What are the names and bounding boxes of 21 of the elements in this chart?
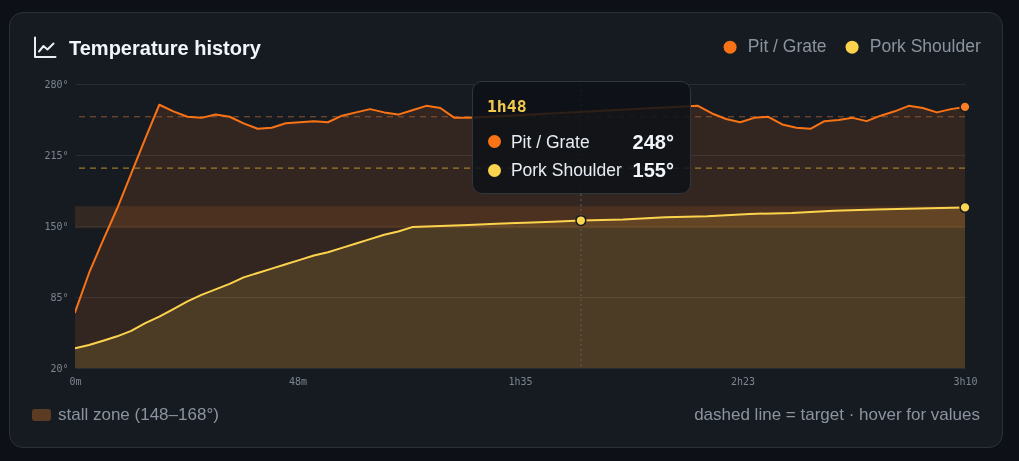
point bbox=[959, 201, 971, 214]
legend-label: Pit / Grate bbox=[747, 36, 827, 57]
x-tick-label: 3h10 bbox=[953, 375, 978, 387]
annotation: 248° bbox=[632, 129, 674, 154]
x-tick-label: 48m bbox=[288, 375, 308, 387]
y-tick-label: 280° bbox=[44, 78, 69, 90]
legend-label: Pork Shoulder bbox=[869, 36, 981, 57]
annotation: 155° bbox=[632, 158, 674, 182]
y-tick-label: 20° bbox=[50, 362, 69, 374]
y-tick-label: 150° bbox=[44, 220, 69, 232]
annotation: 1h48 bbox=[486, 97, 527, 117]
x-tick-label: 0m bbox=[69, 375, 82, 387]
tooltip-panel: 1h48 Pit / Grate 248° Pork Shoulder 155° bbox=[471, 81, 691, 194]
y-tick-label: 215° bbox=[44, 149, 69, 161]
point bbox=[575, 214, 587, 227]
x-tick-label: 1h35 bbox=[508, 375, 533, 387]
text: stall zone (148–168°) bbox=[58, 405, 219, 424]
chart-title: Temperature history bbox=[69, 37, 262, 59]
y-tick-label: 85° bbox=[50, 291, 69, 303]
text: dashed line = target · hover for values bbox=[694, 405, 980, 424]
x-tick-label: 2h23 bbox=[730, 375, 756, 387]
